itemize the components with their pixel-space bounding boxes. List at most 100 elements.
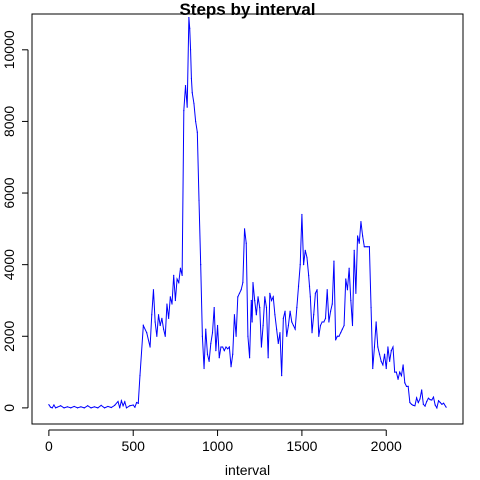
data-point [196, 131, 198, 133]
data-point [275, 328, 278, 330]
data-point [200, 264, 202, 266]
data-point [124, 401, 126, 403]
data-point [287, 324, 290, 327]
data-point [166, 303, 168, 305]
data-point [157, 314, 160, 316]
data-point [114, 404, 116, 406]
data-point [240, 289, 242, 291]
data-point [431, 399, 433, 401]
data-point [301, 213, 303, 216]
data-point [56, 406, 58, 408]
y-tick-label: 0 [1, 404, 17, 412]
data-point [49, 406, 52, 408]
data-point [206, 353, 209, 355]
data-point [316, 289, 318, 291]
data-point [397, 378, 399, 380]
data-point [262, 324, 264, 327]
data-point [402, 364, 404, 366]
data-point [186, 106, 188, 108]
data-point [323, 321, 325, 323]
data-point [443, 402, 445, 404]
data-point [308, 285, 311, 287]
data-point [304, 249, 306, 251]
data-point [314, 292, 316, 294]
data-point [120, 400, 123, 402]
x-tick-label: 500 [122, 438, 146, 454]
data-point [254, 299, 256, 302]
data-point [341, 328, 343, 330]
data-point [222, 346, 224, 348]
data-point [385, 367, 387, 370]
data-point [169, 296, 171, 298]
data-point [76, 407, 79, 409]
data-point [198, 199, 200, 201]
data-point [437, 400, 440, 402]
data-point [426, 400, 428, 403]
data-point [225, 346, 227, 348]
data-point [368, 246, 370, 248]
data-point [356, 235, 359, 237]
data-point [245, 242, 247, 244]
data-point [87, 405, 89, 407]
data-point [274, 314, 276, 316]
data-point [53, 404, 55, 406]
data-point [232, 353, 234, 355]
data-point [299, 264, 301, 266]
data-point [156, 335, 158, 337]
data-point [161, 317, 163, 319]
data-point [277, 342, 279, 345]
data-point [184, 85, 187, 87]
data-point [348, 267, 350, 269]
data-point [213, 307, 215, 309]
data-point [119, 407, 121, 409]
data-point [203, 367, 205, 370]
data-point [416, 397, 418, 399]
data-point [188, 16, 190, 19]
data-point [191, 92, 193, 94]
data-point [90, 407, 92, 409]
x-tick-label: 2000 [371, 438, 402, 454]
data-point [373, 346, 376, 348]
data-point [429, 399, 431, 401]
data-point [243, 228, 246, 230]
data-point [149, 346, 151, 348]
data-point [247, 335, 249, 337]
data-point [291, 321, 293, 323]
data-point [365, 246, 367, 248]
x-tick-label: 1000 [202, 438, 233, 454]
data-point [264, 296, 266, 298]
data-point [281, 375, 283, 377]
data-point [284, 310, 286, 312]
data-point [427, 397, 430, 399]
data-point [340, 332, 342, 334]
chart-title: Steps by interval [179, 0, 315, 19]
y-tick-label: 8000 [1, 106, 17, 137]
data-point [292, 324, 295, 327]
data-point [319, 324, 322, 327]
data-point [296, 307, 298, 309]
data-point [445, 406, 447, 408]
data-point [360, 221, 362, 223]
data-point [137, 402, 139, 404]
data-point [421, 389, 423, 391]
data-point [410, 403, 413, 405]
data-point [294, 328, 296, 330]
data-point [66, 406, 69, 408]
data-point [400, 375, 403, 377]
data-point [367, 246, 369, 248]
data-point [389, 360, 391, 362]
data-point [353, 249, 355, 251]
data-point [417, 401, 419, 404]
y-tick-label: 2000 [1, 320, 17, 351]
x-axis-label: interval [225, 462, 270, 478]
data-point [55, 407, 57, 409]
data-point [405, 385, 408, 388]
data-point [228, 346, 230, 348]
data-point [326, 289, 328, 291]
data-point [252, 281, 254, 284]
data-point [173, 274, 175, 276]
data-point [189, 49, 192, 51]
data-point [215, 349, 217, 352]
data-point [117, 400, 119, 403]
